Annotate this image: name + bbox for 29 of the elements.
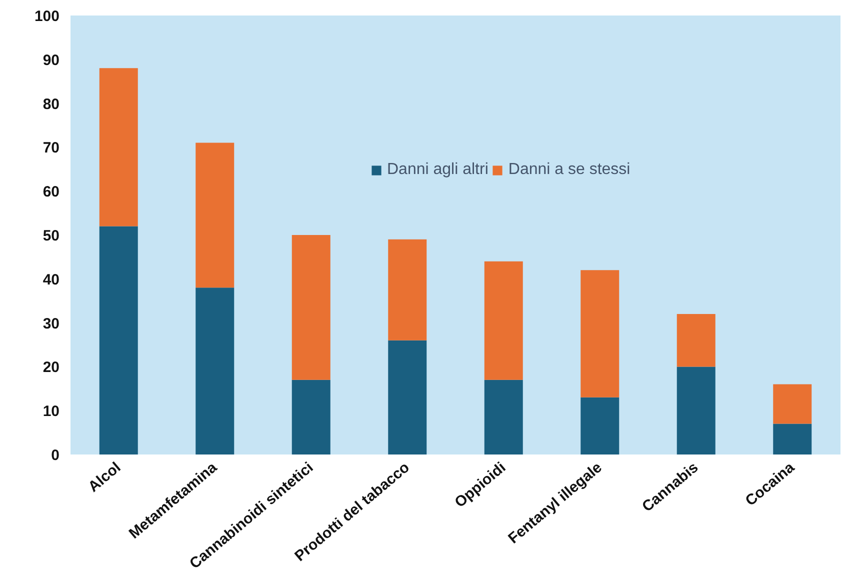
bar <box>484 261 523 380</box>
y-tick-label: 10 <box>42 403 60 420</box>
y-tick-label: 40 <box>42 271 60 288</box>
bar <box>580 397 620 454</box>
bar <box>196 142 234 288</box>
y-tick-label: 100 <box>34 8 60 25</box>
bar <box>99 226 138 454</box>
y-tick-label: 80 <box>42 96 60 113</box>
y-tick-label: 30 <box>42 315 60 332</box>
y-tick-label: 0 <box>51 447 60 464</box>
bar <box>580 270 620 398</box>
bar <box>388 340 427 454</box>
bar <box>484 380 523 454</box>
bar <box>292 235 330 380</box>
bar <box>292 380 330 454</box>
bar <box>196 288 234 454</box>
bar <box>99 68 138 226</box>
legend-label: Danni agli altri <box>387 161 488 179</box>
y-tick-label: 70 <box>42 140 60 157</box>
y-tick-label: 60 <box>42 184 60 201</box>
bar <box>676 314 716 367</box>
bar <box>676 366 716 454</box>
legend-label: Danni a se stessi <box>508 161 630 179</box>
bar <box>773 424 812 454</box>
y-tick-label: 50 <box>42 228 60 244</box>
bar <box>773 384 812 424</box>
y-tick-label: 20 <box>42 359 60 376</box>
bar <box>388 239 427 340</box>
y-tick-label: 90 <box>42 52 60 69</box>
